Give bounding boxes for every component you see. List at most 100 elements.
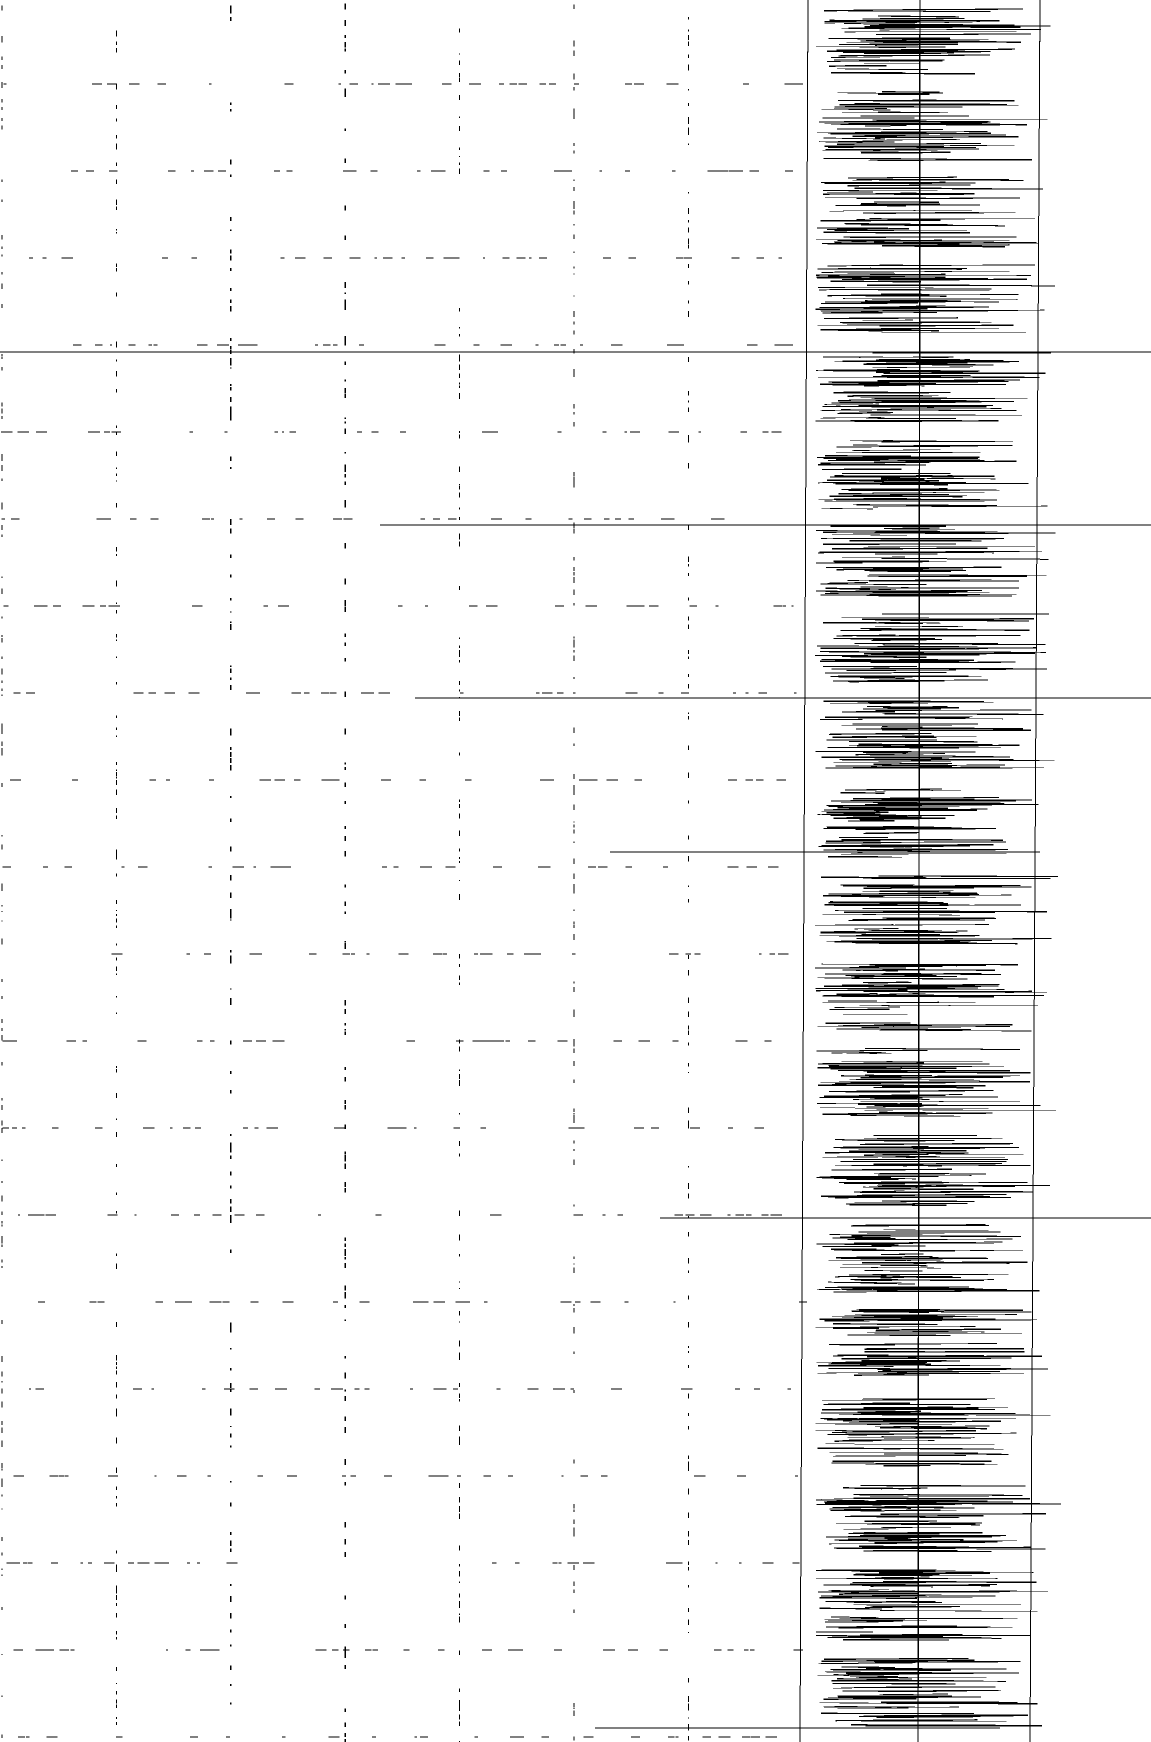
- stroke: [822, 621, 923, 625]
- stroke: [874, 1541, 998, 1544]
- stroke: [831, 1051, 887, 1054]
- stroke: [863, 929, 943, 932]
- stroke: [873, 505, 1048, 508]
- stroke: [838, 1626, 1013, 1629]
- stroke: [859, 356, 954, 358]
- stroke: [835, 764, 1005, 767]
- stroke: [835, 1423, 953, 1425]
- stroke: [815, 1326, 976, 1328]
- stroke: [868, 579, 1020, 582]
- stroke: [857, 1319, 1038, 1322]
- stroke: [872, 23, 1015, 26]
- stroke: [824, 671, 947, 674]
- stroke: [817, 267, 968, 270]
- stroke: [848, 1273, 1009, 1276]
- stroke: [837, 92, 922, 94]
- stroke: [854, 131, 988, 133]
- stroke: [858, 1148, 981, 1150]
- stroke: [872, 491, 985, 494]
- stroke: [816, 1049, 928, 1052]
- stroke: [884, 1505, 944, 1509]
- stroke: [828, 901, 949, 905]
- stroke: [834, 1439, 882, 1442]
- stroke: [832, 384, 925, 387]
- stroke: [874, 135, 1019, 139]
- stroke: [842, 1689, 1002, 1692]
- stroke: [849, 808, 974, 810]
- stroke: [876, 1184, 963, 1186]
- stroke: [875, 1330, 985, 1333]
- stroke: [829, 1508, 882, 1511]
- stroke: [866, 1286, 915, 1289]
- stroke: [820, 461, 930, 464]
- stroke: [862, 890, 954, 892]
- stroke: [863, 497, 922, 500]
- stroke: [873, 241, 1037, 243]
- stroke: [816, 1362, 931, 1364]
- stroke: [882, 1447, 1004, 1450]
- stroke: [864, 25, 1021, 28]
- stroke: [871, 938, 1052, 940]
- stroke: [845, 1052, 892, 1055]
- stroke: [836, 445, 978, 448]
- stroke: [820, 410, 888, 412]
- stroke: [829, 64, 887, 67]
- stroke: [836, 1523, 919, 1525]
- stroke: [848, 176, 958, 179]
- stroke: [884, 1259, 945, 1262]
- stroke: [869, 628, 1030, 631]
- stroke: [884, 527, 940, 530]
- stroke: [881, 1487, 928, 1490]
- stroke: [833, 59, 920, 62]
- stroke: [867, 706, 917, 708]
- stroke: [837, 128, 944, 131]
- stroke: [832, 808, 977, 812]
- stroke: [818, 288, 992, 291]
- stroke: [837, 1678, 899, 1681]
- stroke: [841, 1075, 902, 1078]
- stroke: [880, 1276, 962, 1279]
- stroke: [842, 322, 992, 324]
- stroke: [839, 758, 902, 761]
- stroke: [822, 149, 931, 152]
- stroke: [867, 1413, 985, 1415]
- stroke: [853, 1417, 967, 1421]
- stroke: [883, 1229, 989, 1231]
- stroke: [877, 803, 1039, 806]
- stroke: [836, 68, 891, 70]
- stroke: [873, 1283, 916, 1285]
- stroke: [878, 875, 1058, 878]
- stroke: [830, 475, 995, 478]
- stroke: [859, 205, 907, 207]
- stroke: [824, 592, 956, 594]
- stroke: [815, 590, 968, 593]
- stroke: [859, 894, 1012, 897]
- stroke: [869, 1151, 969, 1154]
- stroke: [873, 841, 1007, 843]
- stroke: [815, 1569, 937, 1572]
- stroke: [829, 1344, 895, 1346]
- vertical-rule: [1029, 0, 1041, 1742]
- stroke: [861, 1026, 1011, 1028]
- stroke: [877, 379, 1020, 382]
- stroke: [822, 913, 961, 916]
- stroke: [882, 1369, 1007, 1371]
- stroke: [818, 1662, 916, 1665]
- stroke: [856, 504, 998, 507]
- stroke: [881, 1436, 975, 1438]
- stroke: [872, 309, 1045, 312]
- stroke: [861, 1261, 1028, 1264]
- stroke: [843, 884, 915, 887]
- stroke: [834, 181, 946, 184]
- stroke: [863, 363, 994, 366]
- stroke: [832, 1596, 973, 1598]
- stroke: [852, 918, 986, 921]
- stroke: [824, 9, 882, 12]
- stroke: [877, 15, 960, 18]
- stroke: [824, 972, 921, 975]
- stroke: [860, 586, 909, 588]
- stroke: [864, 1347, 989, 1350]
- stroke: [884, 495, 962, 498]
- stroke: [826, 839, 881, 842]
- stroke: [846, 1343, 998, 1345]
